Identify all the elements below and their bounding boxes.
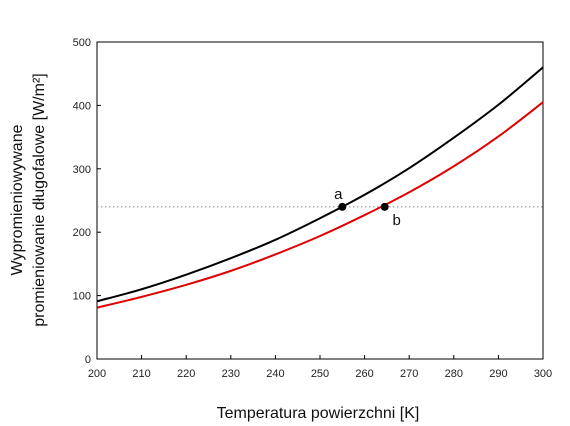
x-tick-label: 240 — [266, 368, 284, 380]
y-axis-label-line-2: promieniowanie długofalowe [W/m²] — [31, 73, 48, 326]
point-b-label: b — [392, 212, 400, 229]
y-tick-label: 400 — [73, 100, 91, 112]
point-a-label: a — [334, 186, 343, 203]
x-axis-ticks: 200 210 220 230 240 250 260 270 280 290 300 — [88, 355, 552, 380]
y-tick-label: 500 — [73, 37, 91, 49]
x-tick-label: 250 — [311, 368, 329, 380]
series-group — [96, 66, 544, 309]
x-tick-label: 290 — [489, 368, 507, 380]
annotated-points: ab — [334, 186, 401, 229]
x-tick-label: 260 — [355, 368, 373, 380]
plot-area: 200 210 220 230 240 250 260 270 280 290 300 0 100 20… — [73, 37, 553, 380]
y-axis-ticks: 0 100 200 300 400 500 — [73, 37, 101, 366]
point-b-marker — [380, 202, 389, 211]
x-tick-label: 210 — [132, 368, 150, 380]
x-tick-label: 280 — [445, 368, 463, 380]
y-tick-label: 100 — [73, 291, 91, 303]
y-axis-label: Wypromieniowywane promieniowanie długofa… — [9, 73, 48, 326]
x-tick-label: 200 — [88, 368, 106, 380]
x-tick-label: 220 — [177, 368, 195, 380]
y-tick-label: 300 — [73, 164, 91, 176]
x-axis-label: Temperatura powierzchni [K] — [217, 405, 420, 422]
series-line-black — [96, 66, 544, 303]
y-axis-label-line-1: Wypromieniowywane — [9, 124, 26, 275]
y-tick-label: 0 — [85, 354, 91, 366]
x-tick-label: 300 — [534, 368, 552, 380]
x-tick-label: 230 — [222, 368, 240, 380]
plot-frame — [96, 41, 544, 360]
y-tick-label: 200 — [73, 227, 91, 239]
point-a-marker — [338, 202, 347, 211]
x-tick-label: 270 — [400, 368, 418, 380]
series-line-red — [96, 101, 544, 309]
